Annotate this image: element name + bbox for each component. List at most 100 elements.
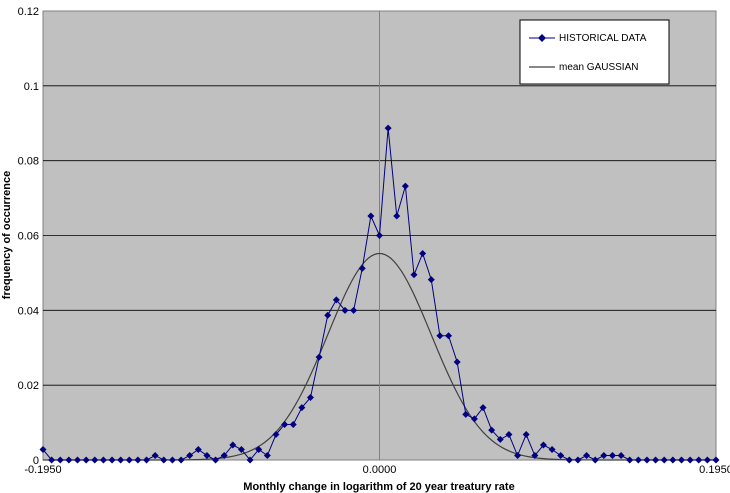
historical-data-point: [703, 456, 711, 464]
historical-data-point: [272, 431, 280, 439]
legend: HISTORICAL DATA mean GAUSSIAN: [519, 19, 670, 85]
historical-data-point: [56, 456, 64, 464]
historical-data-point: [255, 446, 263, 454]
historical-data-point: [367, 212, 375, 220]
historical-data-point: [677, 456, 685, 464]
historical-data-point: [410, 271, 418, 279]
historical-data-point: [91, 456, 99, 464]
historical-data-point: [39, 446, 47, 454]
historical-data-point: [565, 456, 573, 464]
historical-data-point: [427, 276, 435, 284]
historical-data-point: [151, 452, 159, 460]
legend-label-historical-data: HISTORICAL DATA: [559, 33, 647, 44]
historical-data-markers: [39, 124, 720, 464]
historical-data-point: [289, 420, 297, 428]
historical-data-point: [505, 431, 513, 439]
y-tick-label: 0.02: [18, 380, 39, 392]
historical-data-point: [117, 456, 125, 464]
y-axis-title: frequency of occurrence: [1, 171, 13, 299]
historical-data-point: [177, 456, 185, 464]
historical-data-point: [332, 296, 340, 304]
historical-data-point: [306, 394, 314, 402]
historical-data-point: [99, 456, 107, 464]
x-tick-labels: -0.1950 0.0000 0.1950: [24, 464, 730, 476]
historical-data-point: [376, 232, 383, 239]
x-axis-title: Monthly change in logarithm of 20 year t…: [243, 481, 514, 493]
historical-data-point: [194, 446, 202, 454]
y-tick-label: 0.1: [24, 81, 39, 93]
x-tick-label: 0.1950: [699, 464, 730, 476]
historical-data-point: [557, 452, 565, 460]
historical-data-point: [660, 456, 668, 464]
historical-data-point: [600, 452, 608, 460]
historical-data-point: [401, 182, 409, 190]
historical-data-point: [419, 249, 427, 257]
historical-data-point: [108, 456, 116, 464]
historical-data-point: [539, 441, 547, 449]
historical-data-point: [48, 456, 56, 464]
historical-data-point: [246, 456, 254, 464]
historical-data-point: [617, 452, 625, 460]
series-line-mean-gaussian: [43, 252, 716, 461]
historical-data-point: [315, 353, 323, 361]
historical-data-point: [462, 410, 470, 418]
y-tick-label: 0.06: [18, 231, 39, 243]
historical-data-point: [74, 456, 82, 464]
historical-data-point: [82, 456, 90, 464]
historical-data-point: [453, 358, 461, 366]
historical-data-point: [350, 306, 358, 314]
historical-data-point: [522, 431, 530, 439]
historical-data-point: [65, 456, 73, 464]
historical-data-point: [220, 452, 228, 460]
historical-data-point: [237, 446, 245, 454]
y-tick-label: 0: [33, 455, 39, 467]
historical-data-point: [712, 456, 720, 464]
historical-data-point: [608, 452, 616, 460]
historical-data-point: [591, 456, 599, 464]
historical-data-point: [168, 456, 176, 464]
historical-data-point: [436, 332, 444, 340]
historical-data-point: [479, 404, 487, 412]
historical-data-point: [669, 456, 677, 464]
historical-data-point: [652, 456, 660, 464]
x-tick-label: -0.1950: [24, 464, 61, 476]
historical-data-point: [358, 264, 366, 272]
legend-box: [519, 19, 670, 85]
historical-data-point: [686, 456, 694, 464]
historical-data-point: [393, 212, 401, 220]
historical-data-point: [341, 306, 349, 314]
historical-data-point: [203, 452, 211, 460]
historical-data-point: [496, 435, 504, 443]
historical-data-point: [143, 456, 151, 464]
historical-data-point: [160, 456, 168, 464]
historical-data-point: [298, 404, 306, 412]
historical-data-point: [384, 124, 392, 132]
historical-data-point: [514, 452, 522, 460]
y-tick-label: 0.04: [18, 305, 39, 317]
historical-data-point: [634, 456, 642, 464]
historical-data-point: [229, 441, 237, 449]
historical-data-point: [626, 456, 634, 464]
historical-data-point: [212, 456, 220, 464]
historical-data-point: [281, 420, 289, 428]
historical-data-point: [583, 452, 591, 460]
legend-label-mean-gaussian: mean GAUSSIAN: [559, 62, 638, 73]
historical-data-point: [125, 456, 133, 464]
historical-data-point: [134, 456, 142, 464]
historical-data-point: [324, 311, 332, 319]
y-tick-label: 0.12: [18, 6, 39, 18]
historical-data-point: [574, 456, 582, 464]
historical-data-point: [186, 452, 194, 460]
historical-data-point: [643, 456, 651, 464]
y-tick-label: 0.08: [18, 156, 39, 168]
historical-data-point: [695, 456, 703, 464]
historical-data-point: [531, 452, 539, 460]
historical-data-point: [263, 452, 271, 460]
legend-marker-historical-data: [538, 34, 546, 42]
historical-data-point: [488, 426, 496, 434]
y-tick-labels: 0 0.02 0.04 0.06 0.08 0.1 0.12: [18, 6, 39, 467]
historical-data-point: [470, 415, 478, 423]
historical-data-point: [445, 332, 453, 340]
x-tick-label: 0.0000: [363, 464, 397, 476]
